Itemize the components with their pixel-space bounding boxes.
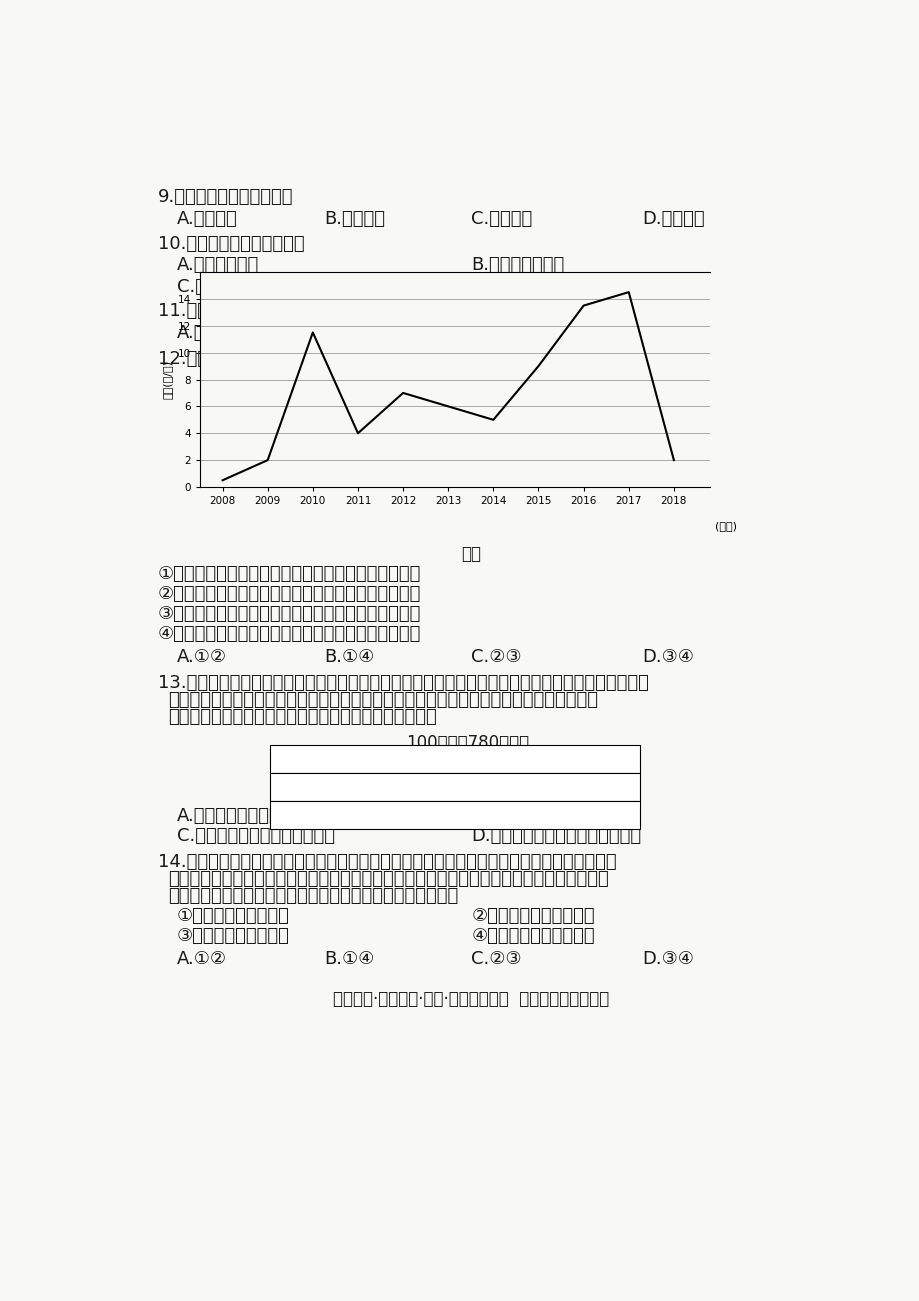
Text: C.②③: C.②③ xyxy=(471,648,521,666)
Text: A.①②: A.①② xyxy=(176,950,227,968)
Text: 策，可以享受８％的退税优惠。李浩办理退税当天的汇率如下表，他可以选择欧元或瑞士法: 策，可以享受８％的退税优惠。李浩办理退税当天的汇率如下表，他可以选择欧元或瑞士法 xyxy=(167,691,597,709)
Text: C.平原: C.平原 xyxy=(471,324,511,342)
Text: B.①④: B.①④ xyxy=(323,950,374,968)
Text: (年份): (年份) xyxy=(714,520,736,531)
Text: 9.推测该景观图的拍摄时间: 9.推测该景观图的拍摄时间 xyxy=(157,189,293,207)
Text: A.高原: A.高原 xyxy=(176,324,216,342)
Text: 图４: 图４ xyxy=(461,545,481,563)
Text: C.亚热带常绿硬叶林: C.亚热带常绿硬叶林 xyxy=(176,278,281,295)
Text: A.亚寒带针叶林: A.亚寒带针叶林 xyxy=(176,256,259,275)
Text: ④价格波动不利于合理安排生产也不利于满足消费需求: ④价格波动不利于合理安排生产也不利于满足消费需求 xyxy=(157,624,421,643)
Text: C.选择近一个月升值最大的币种: C.选择近一个月升值最大的币种 xyxy=(176,827,335,844)
Text: D.山地: D.山地 xyxy=(641,324,683,342)
Y-axis label: 价格(元/年): 价格(元/年) xyxy=(162,360,172,399)
Text: 有码头，然后通过卸粮机、刮板机等设备直接送进油罐区，成品通过自动化传输设备直送到共: 有码头，然后通过卸粮机、刮板机等设备直接送进油罐区，成品通过自动化传输设备直送到… xyxy=(167,870,607,887)
Text: C.午后２时: C.午后２时 xyxy=(471,209,532,228)
Text: 享仓，大订单从共享仓库直送消费终端。这对企业的意义在于: 享仓，大订单从共享仓库直送消费终端。这对企业的意义在于 xyxy=(167,887,458,905)
Text: 11.推测图中植被所在的地形类型最可能为: 11.推测图中植被所在的地形类型最可能为 xyxy=(157,302,369,320)
Text: 13.２０１８年１０月，中国游客李浩在瑞士购买了一块价格为２５００瑞士法郎的手表。按瑞士的政: 13.２０１８年１０月，中国游客李浩在瑞士购买了一块价格为２５００瑞士法郎的手表… xyxy=(157,674,648,692)
Text: ②加快了产品换代的速度: ②加快了产品换代的速度 xyxy=(471,907,595,925)
Text: D.③④: D.③④ xyxy=(641,950,693,968)
Text: A.①②: A.①② xyxy=(176,648,227,666)
Text: ①增加了产品的附加值: ①增加了产品的附加值 xyxy=(176,907,289,925)
Text: ③价格波动大的年份大蒜市场的竞争比平常年份更激烈: ③价格波动大的年份大蒜市场的竞争比平常年份更激烈 xyxy=(157,605,421,623)
Text: ④节约了企业的生产成本: ④节约了企业的生产成本 xyxy=(471,926,595,945)
Text: ②供求关系的变化是引起大蒜价格不断波动的重要原因: ②供求关系的变化是引起大蒜价格不断波动的重要原因 xyxy=(157,585,421,602)
Text: 100瑞士法郎＝695人民币: 100瑞士法郎＝695人民币 xyxy=(396,756,539,773)
Text: 100欧元＝115瑞士法郎: 100欧元＝115瑞士法郎 xyxy=(401,777,534,795)
Text: D.选择瑞士法郎，再兑换成人民币: D.选择瑞士法郎，再兑换成人民币 xyxy=(471,827,641,844)
Text: 12.图４为２００８－２０１８年我国大蒜市场价格走势图。对此解读正确的是: 12.图４为２００８－２０１８年我国大蒜市场价格走势图。对此解读正确的是 xyxy=(157,350,540,368)
Text: B.正午时刻: B.正午时刻 xyxy=(323,209,385,228)
Text: 郎作为货币币种。若不考虑其他因素，李浩的正确选择是: 郎作为货币币种。若不考虑其他因素，李浩的正确选择是 xyxy=(167,708,436,726)
Text: B.选择欧元，再兑换成人民币: B.选择欧元，再兑换成人民币 xyxy=(471,807,618,825)
Text: B.盆地: B.盆地 xyxy=(323,324,363,342)
Text: 100欧元＝780人民币: 100欧元＝780人民币 xyxy=(405,734,528,752)
Text: 10.图中的植被类型最可能是: 10.图中的植被类型最可能是 xyxy=(157,234,304,252)
Text: A.日出时分: A.日出时分 xyxy=(176,209,237,228)
Text: B.①④: B.①④ xyxy=(323,648,374,666)
Text: 教考联盟·一摸三诊·一诊·文科综合试题  第３页（共１２页）: 教考联盟·一摸三诊·一诊·文科综合试题 第３页（共１２页） xyxy=(333,990,609,1008)
Text: ③提高了企业生产效率: ③提高了企业生产效率 xyxy=(176,926,289,945)
Text: D.接近黄昏: D.接近黄昏 xyxy=(641,209,704,228)
Text: B.温带针阔混交林: B.温带针阔混交林 xyxy=(471,256,564,275)
Text: C.②③: C.②③ xyxy=(471,950,521,968)
Text: ①大蒜的价格经常与它的价值相背离，违背了价值规律: ①大蒜的价格经常与它的价值相背离，违背了价值规律 xyxy=(157,565,421,583)
Text: 14.某食用油生产企业运用共享、集约化思路打造现代服务制造业工厂。原料由船运到工厂的自: 14.某食用油生产企业运用共享、集约化思路打造现代服务制造业工厂。原料由船运到工… xyxy=(157,853,616,870)
Text: A.选择哪个币种都是一样的: A.选择哪个币种都是一样的 xyxy=(176,807,312,825)
Text: D.亚热带常绿阔叶林: D.亚热带常绿阔叶林 xyxy=(471,278,576,295)
Text: D.③④: D.③④ xyxy=(641,648,693,666)
